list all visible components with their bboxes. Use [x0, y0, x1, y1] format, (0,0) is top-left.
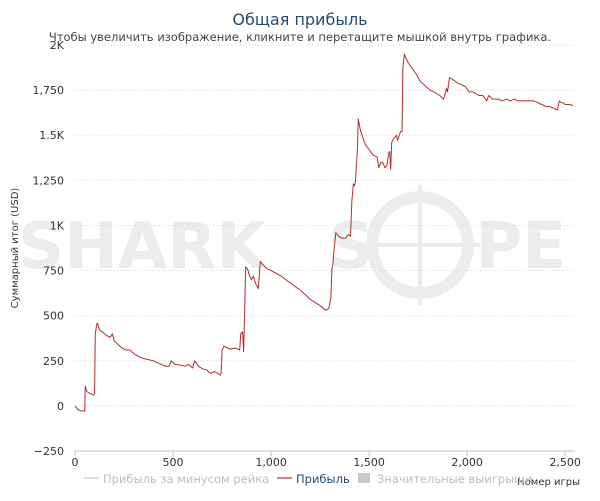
- x-axis-ticks: 0 500 1,000 1,500 2,000 2,500: [72, 450, 581, 469]
- chart-title: Общая прибыль: [232, 10, 367, 29]
- y-tick-label: 750: [43, 265, 64, 278]
- profit-series-line[interactable]: [74, 53, 574, 412]
- y-tick-label: 0: [57, 400, 64, 413]
- y-axis-ticks: −250 0 250 500 750 1K 1,250 1.5K 1,750 2K: [33, 39, 65, 458]
- y-tick-label: 250: [43, 355, 64, 368]
- plot-area[interactable]: [74, 53, 574, 412]
- legend-item-label[interactable]: Прибыль: [296, 472, 350, 486]
- x-tick-label: 500: [163, 456, 184, 469]
- x-axis-title: Номер игры: [517, 477, 580, 488]
- y-tick-label: 1,250: [33, 174, 65, 187]
- y-tick-label: −250: [34, 445, 64, 458]
- chart-subtitle: Чтобы увеличить изображение, кликните и …: [49, 30, 551, 44]
- x-tick-label: 2,500: [549, 456, 581, 469]
- watermark-text: SHARK: [18, 210, 268, 284]
- legend-item-label[interactable]: Значительные выигрыши: [377, 472, 532, 486]
- y-tick-label: 1K: [50, 219, 65, 232]
- y-tick-label: 2K: [50, 39, 65, 52]
- sharkscope-watermark: SHARKSCOPE: [18, 185, 566, 305]
- y-axis-title: Суммарный итог (USD): [10, 188, 21, 309]
- chart-legend: Прибыль за минусом рейка Прибыль Значитель…: [84, 472, 532, 486]
- y-tick-label: 500: [43, 310, 64, 323]
- legend-swatch-box: [358, 473, 370, 483]
- y-tick-label: 1,750: [33, 84, 65, 97]
- x-tick-label: 0: [72, 456, 79, 469]
- x-tick-label: 1,500: [353, 456, 385, 469]
- y-tick-label: 1.5K: [39, 129, 64, 142]
- x-tick-label: 2,000: [451, 456, 483, 469]
- legend-item-label[interactable]: Прибыль за минусом рейка: [103, 472, 269, 486]
- x-tick-label: 1,000: [255, 456, 287, 469]
